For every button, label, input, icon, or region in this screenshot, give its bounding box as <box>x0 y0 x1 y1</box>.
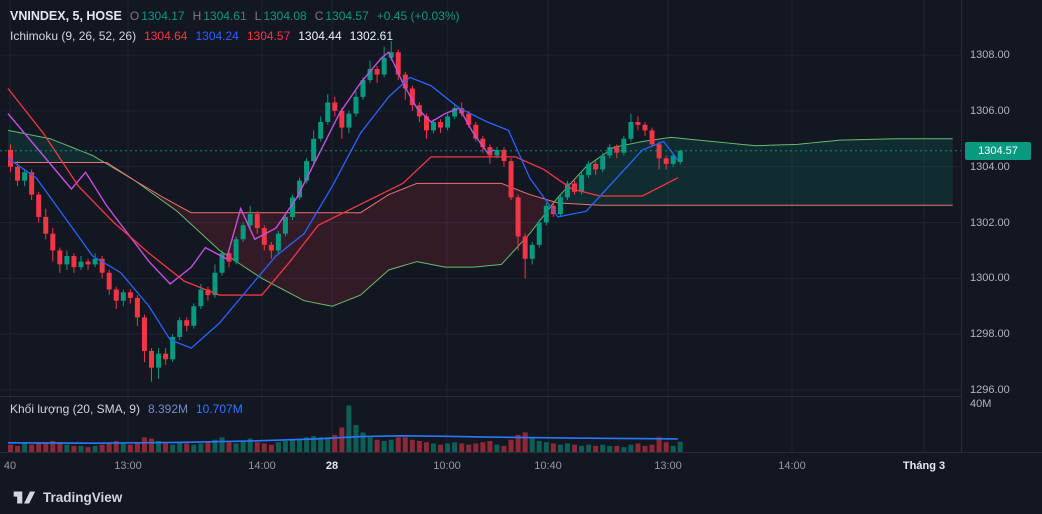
tradingview-logo-text: TradingView <box>43 490 123 505</box>
symbol-legend: VNINDEX, 5, HOSE O 1304.17 H 1304.61 L 1304… <box>10 9 460 23</box>
time-axis-label: Tháng 3 <box>902 460 946 472</box>
symbol-title[interactable]: VNINDEX, 5, HOSE <box>10 9 122 23</box>
chart-pane[interactable]: VNINDEX, 5, HOSE O 1304.17 H 1304.61 L 1304… <box>0 0 962 452</box>
ichimoku-value-base: 1304.24 <box>195 29 239 43</box>
chart-canvas[interactable] <box>0 0 962 452</box>
tradingview-logo[interactable]: TradingView <box>12 489 122 506</box>
price-axis-label: 1300.00 <box>970 272 1010 285</box>
pane-separator[interactable] <box>0 394 962 399</box>
price-axis-label: 1306.00 <box>970 104 1010 117</box>
price-axis-label: 1308.00 <box>970 49 1010 61</box>
volume-title[interactable]: Khối lượng (20, SMA, 9) <box>10 402 140 416</box>
footer: TradingView <box>0 480 1042 514</box>
time-axis-label: 13:00 <box>654 460 682 472</box>
time-axis-label: 13:00 <box>114 460 142 472</box>
price-change: +0.45 (+0.03%) <box>376 9 460 23</box>
time-axis[interactable]: 40 13:00 14:00 28 10:00 10:40 13:00 14:00 Tháng … <box>0 452 1042 481</box>
volume-axis-label: 40M <box>970 398 992 410</box>
ichimoku-title[interactable]: Ichimoku (9, 26, 52, 26) <box>10 29 137 43</box>
price-axis-label: 1298.00 <box>970 328 1010 341</box>
time-axis-label: 14:00 <box>778 460 806 472</box>
price-axis[interactable]: 1304.57 1308.00 1306.00 1304.00 1302.00 1300… <box>961 0 1042 452</box>
ichimoku-value-conversion: 1304.64 <box>144 29 188 43</box>
price-axis-label: 1302.00 <box>970 216 1010 229</box>
ohlc-close: C 1304.57 <box>314 9 369 23</box>
time-axis-label: 10:00 <box>433 460 461 472</box>
ichimoku-value-lead-a: 1304.44 <box>298 29 342 43</box>
price-axis-label: 1304.00 <box>970 160 1010 173</box>
ichimoku-legend: Ichimoku (9, 26, 52, 26) 1304.64 1304.24… <box>10 29 393 43</box>
ohlc-low: L 1304.08 <box>254 9 307 23</box>
ichimoku-value-lead-b: 1302.61 <box>349 29 394 43</box>
volume-legend: Khối lượng (20, SMA, 9) 8.392M 10.707M <box>10 402 243 416</box>
tradingview-logo-icon <box>13 491 36 504</box>
volume-ma-value: 10.707M <box>196 402 243 416</box>
ohlc-high: H 1304.61 <box>192 9 247 23</box>
time-axis-label: 14:00 <box>248 460 276 472</box>
ichimoku-value-lagging: 1304.57 <box>246 29 291 43</box>
ohlc-open: O 1304.17 <box>129 9 185 23</box>
price-axis-label: 1296.00 <box>970 384 1010 396</box>
time-axis-label: 40 <box>3 460 17 472</box>
time-axis-label: 10:40 <box>534 460 562 472</box>
time-axis-label: 28 <box>325 460 339 472</box>
volume-value: 8.392M <box>147 402 188 416</box>
last-price-badge: 1304.57 <box>965 141 1031 160</box>
